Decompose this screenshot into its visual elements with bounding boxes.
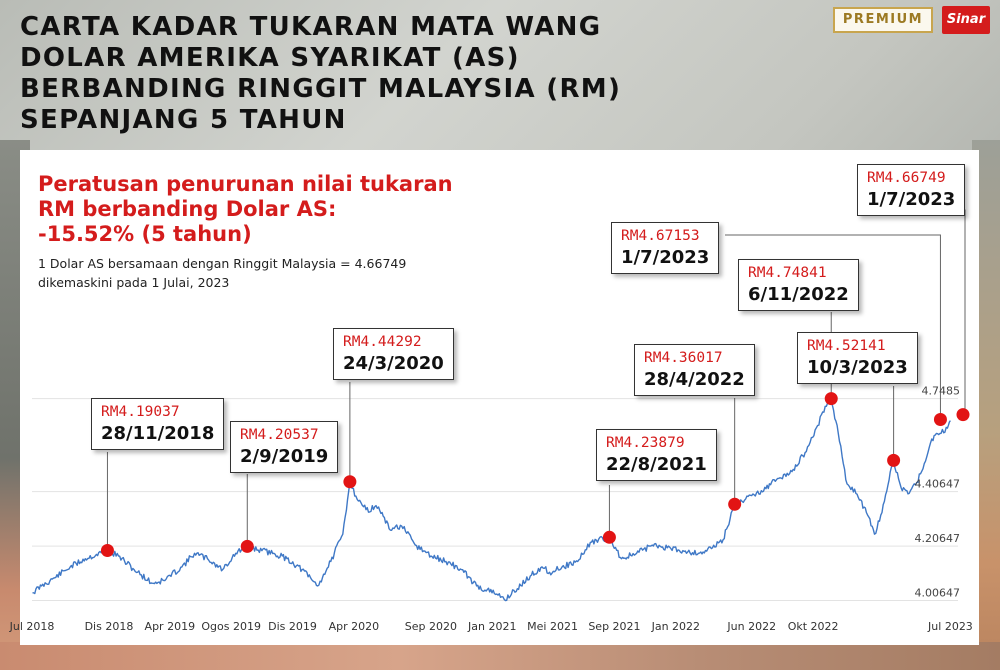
premium-logo: PREMIUM [833,7,933,33]
marker-layer [100,392,970,557]
callout-value: RM4.52141 [807,338,886,354]
x-tick-label: Ogos 2019 [201,620,261,633]
chart-card [20,150,979,645]
callout-28-11-2018: RM4.19037 28/11/2018 [91,398,225,450]
callout-date: 22/8/2021 [606,454,707,475]
callout-22-8-2021: RM4.23879 22/8/2021 [596,429,717,481]
sinar-logo: Sinar [942,6,990,34]
y-tick-label: 4.40647 [915,478,961,491]
callout-10-3-2023: RM4.52141 10/3/2023 [797,332,918,384]
callout-2-9-2019: RM4.20537 2/9/2019 [230,421,339,473]
callout-value: RM4.74841 [748,265,827,281]
highlight-marker [240,539,254,553]
callout-value: RM4.23879 [606,435,685,451]
line-layer [32,397,951,602]
callout-6-11-2022: RM4.74841 6/11/2022 [738,259,859,311]
y-tick-label: 4.20647 [915,532,961,545]
rate-line: 1 Dolar AS bersamaan dengan Ringgit Mala… [38,256,407,271]
x-tick-label: Okt 2022 [788,620,839,633]
highlight-marker [343,475,357,489]
highlight-marker [728,497,742,511]
callout-date: 6/11/2022 [748,284,849,305]
callout-1-7-2023-b: RM4.66749 1/7/2023 [857,164,966,216]
x-tick-label: Dis 2018 [85,620,134,633]
callout-date: 10/3/2023 [807,357,908,378]
callout-connector [725,234,941,420]
callout-date: 1/7/2023 [867,189,956,210]
x-tick-label: Jul 2023 [927,620,973,633]
x-tick-label: Apr 2019 [145,620,196,633]
highlight-marker [824,392,838,406]
main-title-line-2: DOLAR AMERIKA SYARIKAT (AS) [20,43,520,73]
x-tick-label: Jan 2021 [467,620,516,633]
highlight-marker [933,413,947,427]
main-title: CARTA KADAR TUKARAN MATA WANG DOLAR AMER… [20,12,720,136]
x-tick-label: Mei 2021 [527,620,578,633]
x-tick-label: Dis 2019 [268,620,317,633]
callout-date: 24/3/2020 [343,353,444,374]
callout-value: RM4.66749 [867,170,946,186]
callout-value: RM4.44292 [343,334,422,350]
x-tick-label: Apr 2020 [329,620,380,633]
x-tick-label: Jun 2022 [726,620,776,633]
rate-series-line [32,397,951,602]
updated-line: dikemaskini pada 1 Julai, 2023 [38,275,230,290]
x-tick-label: Sep 2020 [405,620,457,633]
x-tick-label: Jan 2022 [651,620,700,633]
highlight-marker [956,408,970,422]
highlight-marker [887,453,901,467]
callout-1-7-2023-a: RM4.67153 1/7/2023 [611,222,720,274]
callout-date: 28/4/2022 [644,369,745,390]
callout-24-3-2020: RM4.44292 24/3/2020 [333,328,454,380]
y-tick-label: 4.7485 [922,385,961,398]
callout-value: RM4.67153 [621,228,700,244]
decline-headline-line-3: -15.52% (5 tahun) [38,222,252,246]
highlight-marker [100,543,114,557]
background-banknote-bottom [0,642,1000,670]
callout-value: RM4.19037 [101,404,180,420]
decline-headline: Peratusan penurunan nilai tukaran RM ber… [38,172,453,247]
main-title-line-3: BERBANDING RINGGIT MALAYSIA (RM) [20,74,622,104]
callout-value: RM4.36017 [644,350,723,366]
main-title-line-1: CARTA KADAR TUKARAN MATA WANG [20,12,602,42]
callout-date: 28/11/2018 [101,423,215,444]
highlight-marker [602,530,616,544]
callout-date: 2/9/2019 [240,446,329,467]
main-title-line-4: SEPANJANG 5 TAHUN [20,105,347,135]
callout-28-4-2022: RM4.36017 28/4/2022 [634,344,755,396]
decline-headline-line-1: Peratusan penurunan nilai tukaran [38,172,453,196]
decline-headline-line-2: RM berbanding Dolar AS: [38,197,337,221]
rate-info: 1 Dolar AS bersamaan dengan Ringgit Mala… [38,254,406,292]
x-tick-label: Sep 2021 [588,620,640,633]
tick-layer: 4.00647 4.20647 4.40647 4.7485 Jul 2018 Dis 2… [9,385,973,633]
y-tick-label: 4.00647 [915,587,961,600]
callout-value: RM4.20537 [240,427,319,443]
callout-date: 1/7/2023 [621,247,710,268]
x-tick-label: Jul 2018 [9,620,55,633]
